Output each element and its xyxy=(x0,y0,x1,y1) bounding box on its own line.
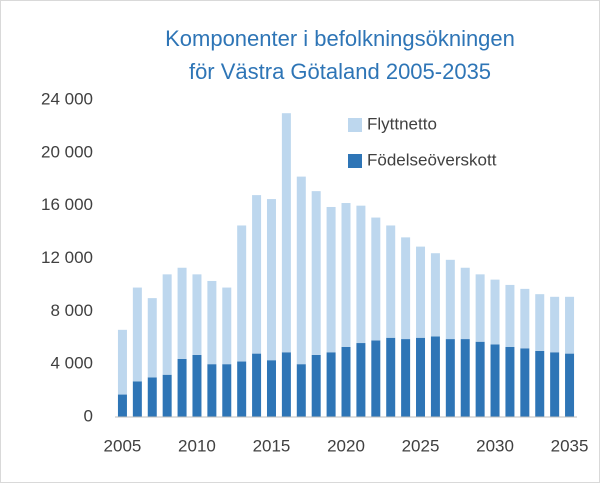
bar-segment xyxy=(117,329,127,395)
bar-segment xyxy=(311,191,321,355)
bar-segment xyxy=(252,195,262,354)
bar-segment xyxy=(475,341,485,417)
bar-segment xyxy=(177,358,187,417)
legend-swatch xyxy=(348,154,362,168)
bar-segment xyxy=(386,337,396,417)
bar-segment xyxy=(162,274,172,375)
bar-segment xyxy=(117,394,127,417)
bar-segment xyxy=(535,350,545,417)
bar-segment xyxy=(147,298,157,378)
bar-segment xyxy=(162,374,172,417)
bar-segment xyxy=(445,259,455,340)
chart-title: för Västra Götaland 2005-2035 xyxy=(189,59,491,84)
bar-segment xyxy=(356,343,366,417)
bar-segment xyxy=(237,225,247,362)
bar-segment xyxy=(535,294,545,351)
bar-segment xyxy=(207,364,217,417)
bar-segment xyxy=(460,339,470,417)
bar-segment xyxy=(132,381,142,417)
bar-segment xyxy=(356,205,366,344)
y-tick-label: 20 000 xyxy=(41,142,93,161)
bar-segment xyxy=(475,274,485,342)
bar-segment xyxy=(192,354,202,417)
bar-segment xyxy=(177,267,187,359)
legend-label: Flyttnetto xyxy=(367,114,437,133)
bar-segment xyxy=(266,199,276,361)
y-tick-label: 24 000 xyxy=(41,89,93,108)
y-tick-label: 4 000 xyxy=(50,354,93,373)
bar-segment xyxy=(505,346,515,417)
bar-segment xyxy=(192,274,202,355)
x-tick-label: 2015 xyxy=(253,436,291,455)
x-tick-label: 2030 xyxy=(476,436,514,455)
bar-segment xyxy=(296,364,306,417)
y-tick-label: 0 xyxy=(84,406,93,425)
bar-segment xyxy=(132,287,142,382)
bar-segment xyxy=(341,346,351,417)
bar-segment xyxy=(371,217,381,341)
bar-segment xyxy=(281,113,291,353)
bar-segment xyxy=(520,348,530,417)
bar-segment xyxy=(401,339,411,417)
bar-segment xyxy=(520,288,530,349)
bar-segment xyxy=(252,353,262,417)
bar-segment xyxy=(565,296,575,354)
bar-segment xyxy=(401,237,411,340)
bar-segment xyxy=(445,339,455,417)
x-tick-label: 2025 xyxy=(402,436,440,455)
bar-segment xyxy=(222,287,232,365)
bar-segment xyxy=(326,206,336,353)
bar-segment xyxy=(460,267,470,340)
bar-segment xyxy=(281,352,291,417)
legend-label: Födelseöverskott xyxy=(367,150,497,169)
bar-segment xyxy=(565,353,575,417)
bar-segment xyxy=(266,360,276,417)
bar-segment xyxy=(207,280,217,365)
bar-segment xyxy=(341,203,351,347)
x-tick-label: 2020 xyxy=(327,436,365,455)
bar-segment xyxy=(490,279,500,345)
bar-segment xyxy=(490,344,500,417)
bar-segment xyxy=(550,352,560,417)
y-tick-label: 12 000 xyxy=(41,248,93,267)
y-tick-label: 16 000 xyxy=(41,195,93,214)
bar-segment xyxy=(311,354,321,417)
bar-segment xyxy=(550,296,560,353)
x-tick-label: 2005 xyxy=(104,436,142,455)
y-tick-label: 8 000 xyxy=(50,301,93,320)
bar-segment xyxy=(296,176,306,365)
bar-segment xyxy=(326,352,336,417)
bar-segment xyxy=(222,364,232,417)
bar-segment xyxy=(430,253,440,337)
bar-segment xyxy=(416,246,426,338)
x-tick-label: 2035 xyxy=(551,436,589,455)
bar-segment xyxy=(147,377,157,417)
x-tick-label: 2010 xyxy=(178,436,216,455)
bar-segment xyxy=(430,336,440,417)
legend-swatch xyxy=(348,118,362,132)
chart-title: Komponenter i befolkningsökningen xyxy=(165,26,515,51)
bar-segment xyxy=(416,337,426,417)
bar-segment xyxy=(237,361,247,417)
bar-segment xyxy=(371,340,381,417)
bar-segment xyxy=(386,225,396,338)
bar-segment xyxy=(505,284,515,347)
